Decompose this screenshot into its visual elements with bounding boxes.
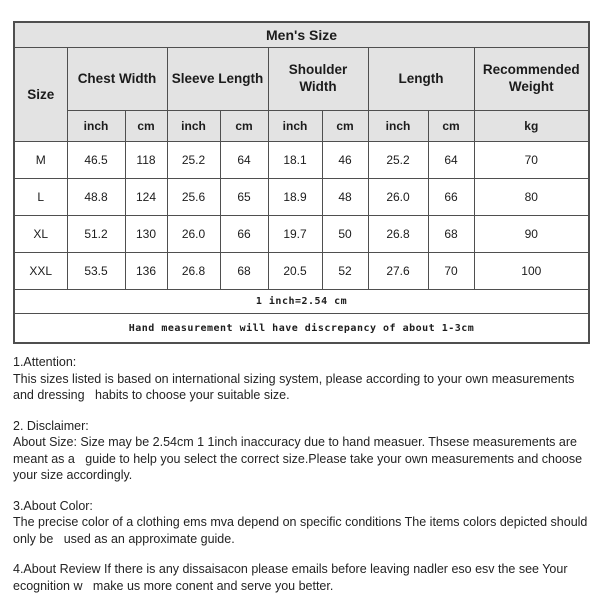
paragraph-body: 4.About Review If there is any dissaisac… [13, 562, 571, 593]
column-header-sleeve-length: Sleeve Length [166, 47, 269, 111]
table-row-m: M 46.5 118 25.2 64 18.1 46 25.2 64 70 [13, 141, 590, 179]
cell-value: 52 [321, 252, 369, 290]
cell-value: 100 [473, 252, 590, 290]
paragraph-about-color: 3.About Color: The precise color of a cl… [13, 498, 591, 548]
size-label: M [13, 141, 68, 179]
note-inch-conversion: 1 inch=2.54 cm [13, 289, 590, 314]
unit-header: cm [427, 110, 475, 142]
cell-value: 70 [427, 252, 475, 290]
paragraph-body: The precise color of a clothing ems mva … [13, 515, 591, 546]
unit-header: inch [166, 110, 221, 142]
cell-value: 66 [427, 178, 475, 216]
cell-value: 26.8 [166, 252, 221, 290]
paragraph-about-review: 4.About Review If there is any dissaisac… [13, 561, 591, 594]
cell-value: 25.2 [367, 141, 429, 179]
table-row-l: L 48.8 124 25.6 65 18.9 48 26.0 66 80 [13, 178, 590, 216]
column-header-length: Length [367, 47, 475, 111]
cell-value: 50 [321, 215, 369, 253]
cell-value: 130 [124, 215, 168, 253]
unit-header-kg: kg [473, 110, 590, 142]
unit-header: cm [124, 110, 168, 142]
cell-value: 48 [321, 178, 369, 216]
cell-value: 53.5 [66, 252, 126, 290]
column-header-recommended-weight: Recommended Weight [473, 47, 590, 111]
paragraph-disclaimer: 2. Disclaimer: About Size: Size may be 2… [13, 418, 591, 484]
cell-value: 20.5 [267, 252, 323, 290]
paragraph-heading: 3.About Color: [13, 498, 93, 513]
size-chart-table: Men's Size Size Chest Width Sleeve Lengt… [13, 21, 591, 344]
unit-header: inch [267, 110, 323, 142]
unit-header: cm [219, 110, 269, 142]
paragraph-body: This sizes listed is based on internatio… [13, 371, 578, 403]
paragraph-body: About Size: Size may be 2.54cm 1 1inch i… [13, 435, 586, 482]
cell-value: 26.8 [367, 215, 429, 253]
cell-value: 19.7 [267, 215, 323, 253]
size-label: XXL [13, 252, 68, 290]
unit-row: inch cm inch cm inch cm inch cm kg [14, 110, 590, 142]
cell-value: 90 [473, 215, 590, 253]
cell-value: 80 [473, 178, 590, 216]
paragraph-heading: 1.Attention: [13, 355, 77, 369]
paragraph-attention: 1.Attention: This sizes listed is based … [13, 354, 591, 404]
cell-value: 25.6 [166, 178, 221, 216]
note-hand-measurement: Hand measurement will have discrepancy o… [13, 313, 590, 344]
table-title: Men's Size [13, 21, 590, 48]
column-header-size: Size [13, 47, 68, 142]
cell-value: 46.5 [66, 141, 126, 179]
cell-value: 118 [124, 141, 168, 179]
size-label: XL [13, 215, 68, 253]
cell-value: 27.6 [367, 252, 429, 290]
cell-value: 70 [473, 141, 590, 179]
cell-value: 26.0 [166, 215, 221, 253]
table-row-xxl: XXL 53.5 136 26.8 68 20.5 52 27.6 70 100 [13, 252, 590, 290]
cell-value: 64 [219, 141, 269, 179]
column-header-chest-width: Chest Width [66, 47, 168, 111]
cell-value: 66 [219, 215, 269, 253]
cell-value: 26.0 [367, 178, 429, 216]
cell-value: 18.9 [267, 178, 323, 216]
size-label: L [13, 178, 68, 216]
note-row-hand-measurement: Hand measurement will have discrepancy o… [13, 313, 590, 344]
column-group-row: Size Chest Width Sleeve Length Shoulder … [13, 47, 590, 142]
table-title-row: Men's Size [13, 21, 590, 48]
cell-value: 124 [124, 178, 168, 216]
cell-value: 51.2 [66, 215, 126, 253]
cell-value: 46 [321, 141, 369, 179]
column-header-shoulder-width: Shoulder Width [267, 47, 369, 111]
notes-text-block: 1.Attention: This sizes listed is based … [13, 354, 591, 594]
note-row-inch-conversion: 1 inch=2.54 cm [13, 289, 590, 314]
cell-value: 68 [427, 215, 475, 253]
unit-header: inch [66, 110, 126, 142]
cell-value: 18.1 [267, 141, 323, 179]
cell-value: 65 [219, 178, 269, 216]
paragraph-heading: 2. Disclaimer: [13, 418, 89, 433]
cell-value: 68 [219, 252, 269, 290]
cell-value: 136 [124, 252, 168, 290]
table-row-xl: XL 51.2 130 26.0 66 19.7 50 26.8 68 90 [13, 215, 590, 253]
cell-value: 25.2 [166, 141, 221, 179]
cell-value: 48.8 [66, 178, 126, 216]
cell-value: 64 [427, 141, 475, 179]
unit-header: inch [367, 110, 429, 142]
unit-header: cm [321, 110, 369, 142]
